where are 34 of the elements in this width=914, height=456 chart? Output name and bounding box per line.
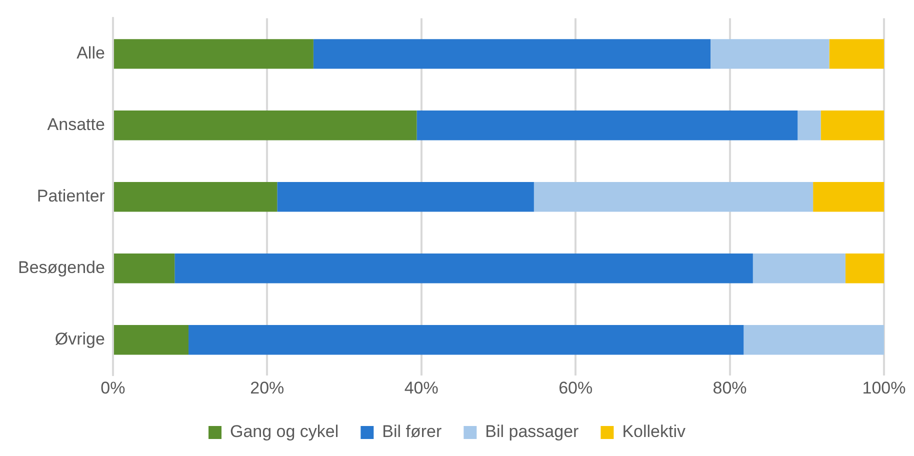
- x-tick-label: 60%: [558, 378, 593, 398]
- bar: [829, 39, 884, 69]
- x-tick-label: 20%: [250, 378, 284, 398]
- bar: [752, 254, 846, 284]
- bar: [845, 254, 884, 284]
- bar: [114, 110, 417, 140]
- legend-label: Bil passager: [485, 422, 580, 442]
- x-tick-label: 0%: [100, 378, 126, 398]
- legend-label: Bil fører: [382, 422, 442, 442]
- bar: [114, 39, 314, 69]
- bar: [114, 254, 175, 284]
- y-tick-label: Ansatte: [47, 115, 105, 134]
- x-tick-label: 80%: [712, 378, 747, 398]
- bar: [174, 254, 753, 284]
- bar: [534, 182, 814, 212]
- bar: [820, 110, 884, 140]
- x-tick-label: 40%: [404, 378, 438, 398]
- y-tick-label: Alle: [76, 44, 105, 63]
- y-tick-label: Patienter: [36, 186, 106, 206]
- bar: [277, 182, 534, 212]
- bar: [188, 324, 744, 355]
- y-tick-label: Øvrige: [54, 330, 105, 349]
- bar: [798, 110, 821, 140]
- legend-label: Kollektiv: [622, 422, 686, 442]
- bar: [416, 110, 798, 140]
- bar: [744, 324, 884, 355]
- bar: [114, 182, 278, 212]
- y-tick-label: Besøgende: [18, 258, 105, 278]
- x-tick-label: 100%: [862, 378, 906, 398]
- legend-label: Gang og cykel: [230, 422, 339, 442]
- bar: [710, 39, 830, 69]
- bar: [114, 324, 189, 355]
- bar: [813, 182, 884, 212]
- bar: [313, 39, 711, 69]
